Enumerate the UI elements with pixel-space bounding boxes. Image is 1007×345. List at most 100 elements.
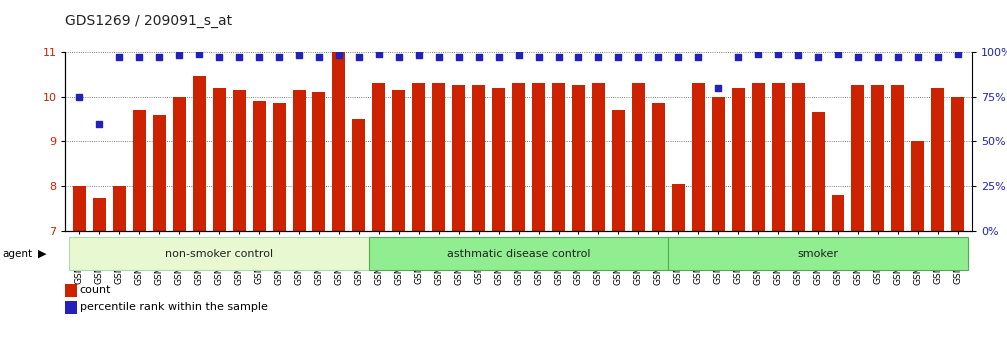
Bar [173,97,185,231]
Point [411,52,427,58]
Point [551,55,567,60]
Bar [412,83,425,231]
Point [511,52,527,58]
Bar [273,104,286,231]
Bar [492,88,506,231]
Bar [632,83,644,231]
Bar [652,104,665,231]
Bar [712,97,725,231]
Bar [911,141,924,231]
Point [929,55,946,60]
Point [92,121,108,126]
Point [671,55,687,60]
Bar [771,83,784,231]
Bar [931,88,945,231]
Bar [69,237,369,270]
Bar [93,197,106,231]
Bar [472,85,485,231]
Point [830,51,846,56]
Text: asthmatic disease control: asthmatic disease control [447,249,590,258]
Bar [792,83,805,231]
Point [171,52,187,58]
Bar [812,112,825,231]
Bar [312,92,325,231]
Text: smoker: smoker [798,249,839,258]
Text: agent: agent [2,249,32,258]
Bar [672,184,685,231]
Bar [133,110,146,231]
Bar [73,186,86,231]
Point [311,55,327,60]
Point [870,55,886,60]
Bar [612,110,625,231]
Point [890,55,906,60]
Point [112,55,128,60]
Point [151,55,167,60]
Bar [369,237,669,270]
Bar [732,88,745,231]
Point [350,55,367,60]
Point [71,94,88,99]
Bar [669,237,968,270]
Point [391,55,407,60]
Point [211,55,228,60]
Bar [233,90,246,231]
Bar [65,284,77,297]
Bar [153,115,166,231]
Bar [852,85,864,231]
Point [950,51,966,56]
Bar [192,77,205,231]
Point [251,55,267,60]
Text: non-smoker control: non-smoker control [165,249,273,258]
Point [470,55,486,60]
Bar [332,49,345,231]
Point [850,55,866,60]
Point [770,51,786,56]
Text: percentile rank within the sample: percentile rank within the sample [80,303,268,312]
Bar [532,83,545,231]
Point [131,55,147,60]
Bar [572,85,585,231]
Point [610,55,626,60]
Bar [65,301,77,314]
Point [590,55,606,60]
Bar [592,83,605,231]
Point [909,55,925,60]
Point [730,55,746,60]
Bar [452,85,465,231]
Bar [891,85,904,231]
Bar [832,195,845,231]
Point [651,55,667,60]
Point [710,85,726,90]
Bar [871,85,884,231]
Text: ▶: ▶ [38,249,46,258]
Point [231,55,247,60]
Point [191,51,207,56]
Point [451,55,467,60]
Bar [373,83,386,231]
Point [371,51,387,56]
Point [271,55,287,60]
Bar [751,83,764,231]
Point [630,55,646,60]
Bar [692,83,705,231]
Bar [952,97,965,231]
Bar [253,101,266,231]
Bar [513,83,525,231]
Text: count: count [80,285,111,295]
Bar [352,119,366,231]
Bar [393,90,405,231]
Point [570,55,586,60]
Point [750,51,766,56]
Point [431,55,447,60]
Bar [552,83,565,231]
Point [531,55,547,60]
Point [490,55,507,60]
Bar [432,83,445,231]
Point [790,52,807,58]
Point [331,52,347,58]
Bar [292,90,305,231]
Point [291,52,307,58]
Bar [113,186,126,231]
Bar [212,88,226,231]
